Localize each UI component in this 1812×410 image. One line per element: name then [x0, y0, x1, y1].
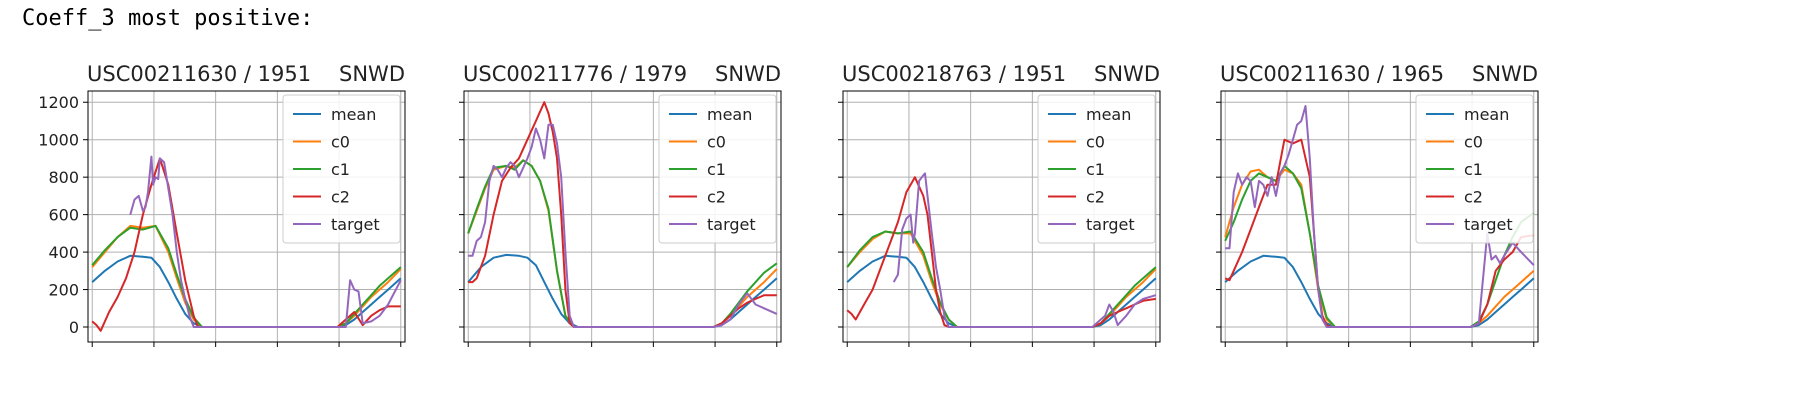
legend-label-mean: mean — [331, 105, 376, 124]
chart-panel-4: USC00211630 / 1965 SNWD mean c0 c1 c2 target — [1216, 62, 1539, 347]
chart-variable-label: SNWD — [1472, 62, 1538, 86]
series-line-target — [1225, 105, 1535, 328]
legend-box — [1037, 94, 1156, 244]
plot-frame — [1220, 90, 1539, 343]
series-line-target — [468, 123, 778, 328]
series-line-c2 — [468, 101, 777, 328]
series-line-target — [129, 155, 402, 328]
legend-label-target: target — [1086, 215, 1135, 234]
legend-label-mean: mean — [707, 105, 752, 124]
legend: mean c0 c1 c2 target — [658, 94, 777, 244]
legend-box — [1415, 94, 1534, 244]
legend-label-c2: c2 — [331, 188, 350, 207]
legend-label-c1: c1 — [707, 160, 726, 179]
chart-variable-label: SNWD — [715, 62, 781, 86]
series-line-c1 — [1224, 164, 1535, 328]
legend-label-c1: c1 — [1464, 160, 1483, 179]
legend-label-c0: c0 — [707, 133, 726, 152]
y-tick-label: 600 — [48, 206, 79, 225]
legend-label-c0: c0 — [1086, 133, 1105, 152]
series-line-target — [892, 172, 1157, 328]
series-line-mean — [467, 253, 778, 328]
legend-label-target: target — [331, 215, 380, 234]
legend-label-c0: c0 — [331, 133, 350, 152]
chart-panel-2: USC00211776 / 1979 SNWD mean c0 c1 c2 target — [459, 62, 782, 347]
legend: mean c0 c1 c2 target — [1037, 94, 1156, 244]
legend: mean c0 c1 c2 target — [1415, 94, 1534, 244]
legend-label-c2: c2 — [1464, 188, 1483, 207]
chart-title: USC00211630 / 1965 — [1220, 62, 1444, 86]
chart-variable-label: SNWD — [339, 62, 405, 86]
plot-frame — [87, 90, 406, 343]
y-tick-label: 400 — [48, 243, 79, 262]
legend-label-target: target — [1464, 215, 1513, 234]
plot-frame — [842, 90, 1161, 343]
section-header: Coeff_3 most positive: — [22, 6, 314, 31]
y-tick-label: 0 — [69, 318, 79, 337]
plot-frame — [463, 90, 782, 343]
legend-box — [282, 94, 401, 244]
legend-label-c1: c1 — [1086, 160, 1105, 179]
series-line-c2 — [846, 176, 1156, 328]
y-tick-label: 1000 — [38, 131, 79, 150]
legend-label-c2: c2 — [1086, 188, 1105, 207]
chart-title: USC00211776 / 1979 — [463, 62, 687, 86]
chart-title: USC00218763 / 1951 — [842, 62, 1066, 86]
legend-label-c2: c2 — [707, 188, 726, 207]
y-tick-label: 200 — [48, 281, 79, 300]
legend-label-mean: mean — [1086, 105, 1131, 124]
legend-label-c0: c0 — [1464, 133, 1483, 152]
legend-label-mean: mean — [1464, 105, 1509, 124]
series-line-c0 — [91, 224, 402, 328]
y-tick-label: 1200 — [38, 93, 79, 112]
legend: mean c0 c1 c2 target — [282, 94, 401, 244]
chart-variable-label: SNWD — [1094, 62, 1160, 86]
legend-label-c1: c1 — [331, 160, 350, 179]
y-tick-label: 800 — [48, 168, 79, 187]
series-line-c1 — [846, 230, 1157, 328]
legend-box — [658, 94, 777, 244]
chart-panel-3: USC00218763 / 1951 SNWD mean c0 c1 c2 target — [838, 62, 1161, 347]
chart-title: USC00211630 / 1951 — [87, 62, 311, 86]
chart-panel-1: 0 200 400 600 800 1000 1200 USC00211630 / 1951 S… — [38, 62, 406, 347]
series-line-c1 — [467, 159, 778, 328]
legend-label-target: target — [707, 215, 756, 234]
